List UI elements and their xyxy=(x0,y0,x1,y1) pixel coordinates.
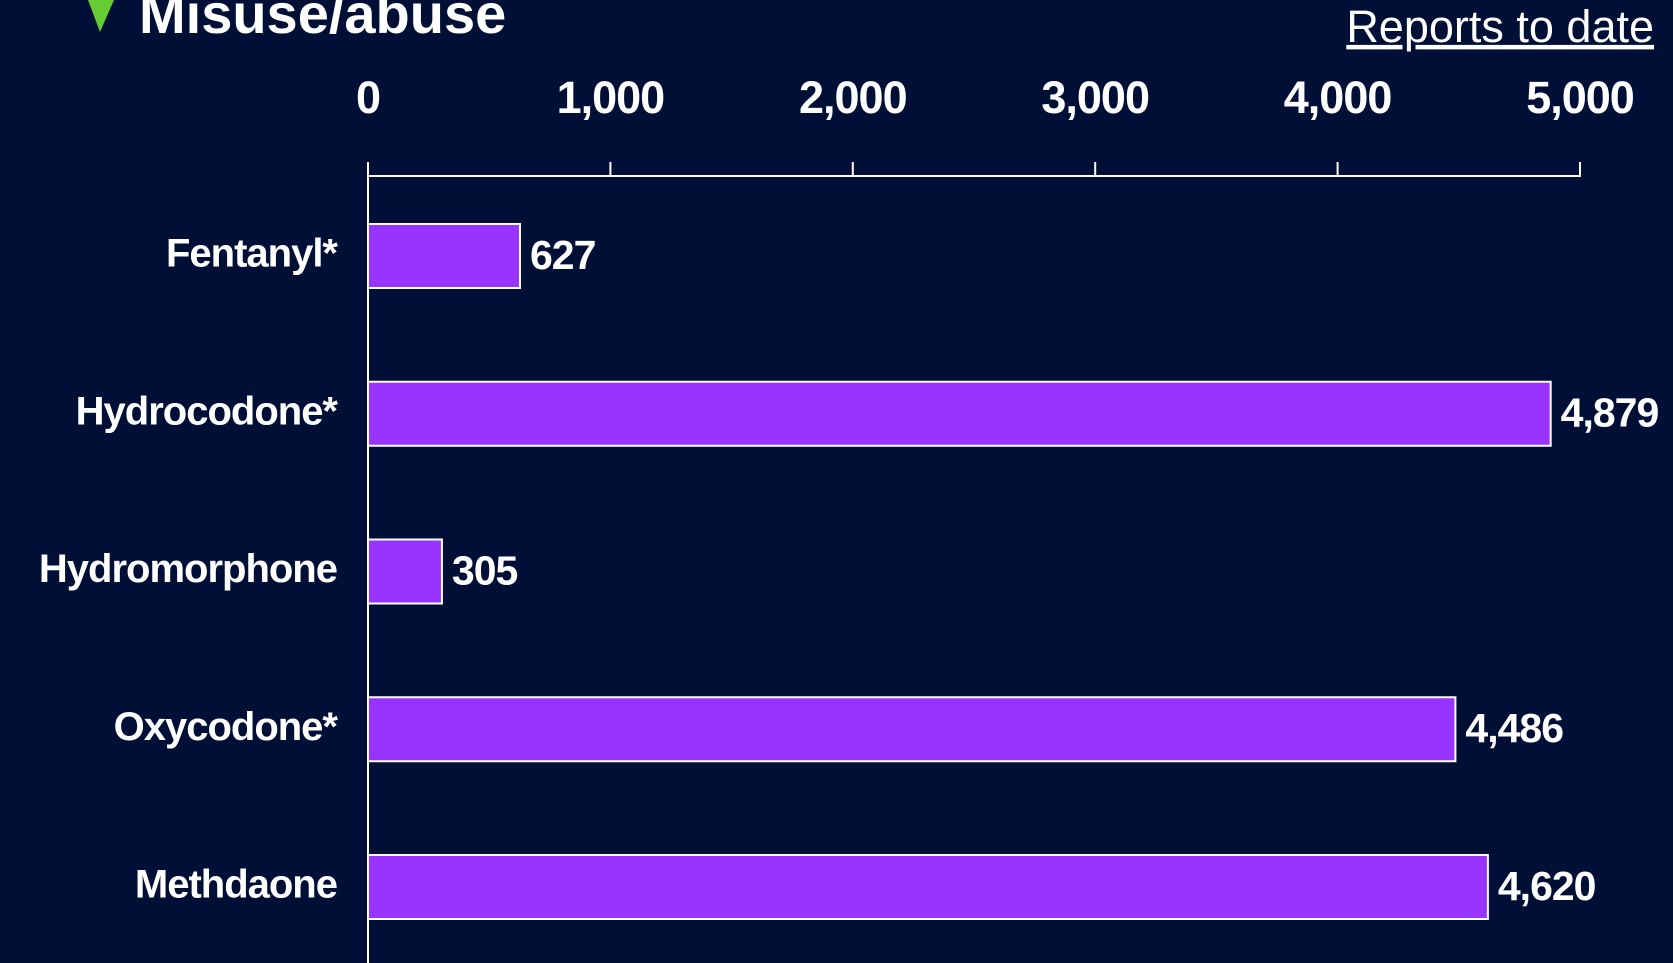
bar xyxy=(367,696,1457,763)
chart-title: Misuse/abuse xyxy=(139,0,506,45)
category-label: Oxycodone* xyxy=(114,705,339,749)
x-axis-label: Reports to date xyxy=(1346,1,1654,52)
bar xyxy=(367,854,1489,920)
category-label: Methdaone xyxy=(135,863,337,907)
value-label: 4,486 xyxy=(1465,705,1563,751)
bar xyxy=(367,380,1552,447)
value-label: 627 xyxy=(530,232,595,278)
x-tick-label: 0 xyxy=(356,72,380,123)
x-tick-label: 1,000 xyxy=(557,72,665,123)
x-tick-label: 2,000 xyxy=(799,72,907,123)
category-label: Hydromorphone xyxy=(39,547,337,591)
value-label: 4,620 xyxy=(1498,863,1596,909)
x-tick-label: 5,000 xyxy=(1526,72,1634,123)
x-tick-label: 3,000 xyxy=(1041,72,1149,123)
value-label: 305 xyxy=(452,547,518,593)
bar xyxy=(367,223,521,289)
x-tick-label: 4,000 xyxy=(1284,72,1392,123)
bullet-icon xyxy=(88,0,114,32)
category-label: Fentanyl* xyxy=(166,232,338,276)
category-label: Hydrocodone* xyxy=(76,389,339,433)
bar xyxy=(367,538,443,605)
value-label: 4,879 xyxy=(1561,390,1659,436)
